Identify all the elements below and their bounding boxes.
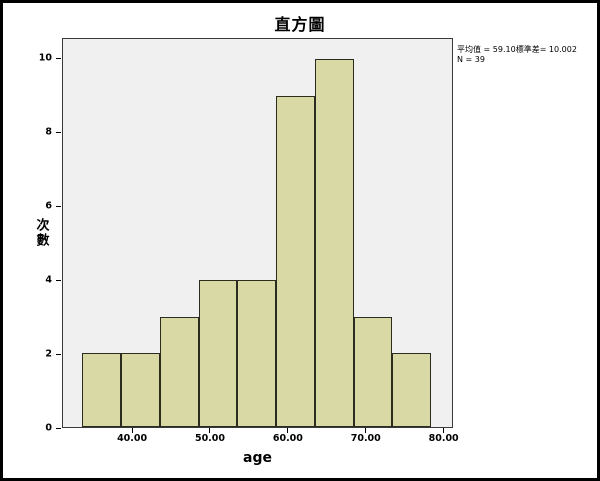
histogram-bar (353, 316, 393, 427)
x-tick-mark (131, 428, 133, 433)
x-tick-label: 70.00 (350, 433, 381, 444)
x-tick-label: 50.00 (194, 433, 226, 444)
y-tick-label: 10 (38, 52, 52, 64)
x-axis: 40.00 50.00 60.00 70.00 80.00 (62, 428, 459, 450)
histogram-bar (392, 353, 432, 427)
y-tick-label: 8 (45, 126, 52, 138)
y-tick-mark (56, 205, 61, 207)
x-tick-label: 60.00 (272, 433, 303, 444)
x-tick-label: 40.00 (117, 433, 148, 444)
y-tick-label: 6 (45, 200, 52, 212)
histogram-bar (276, 96, 315, 427)
y-tick-mark (56, 57, 61, 59)
x-tick-mark (209, 428, 211, 433)
histogram-bar (82, 353, 122, 427)
y-tick-label: 4 (45, 274, 52, 286)
x-tick-label: 80.00 (428, 433, 459, 444)
y-tick-label: 2 (45, 348, 52, 360)
histogram-bar (198, 279, 238, 427)
stats-line-n: N = 39 (457, 55, 485, 64)
stats-annotation: 平均值 = 59.10標準差= 10.002 N = 39 (457, 45, 577, 65)
x-tick-mark (443, 428, 445, 433)
x-tick-mark (287, 428, 289, 433)
plot-area (62, 38, 453, 428)
histogram-bar (121, 353, 160, 427)
histogram-bar (237, 279, 277, 427)
chart-title: 直方圖 (274, 15, 326, 34)
y-tick-mark (56, 279, 61, 281)
y-axis: 0 2 4 6 8 10 (3, 38, 61, 434)
y-axis-label: 次數 (33, 218, 49, 248)
x-tick-mark (365, 428, 367, 433)
y-tick-mark (56, 353, 61, 355)
y-tick-mark (56, 131, 61, 133)
histogram-bar (314, 59, 354, 427)
x-axis-label: age (243, 450, 272, 466)
histogram-bar (159, 316, 199, 427)
y-tick-mark (56, 427, 61, 429)
y-tick-label: 0 (45, 422, 52, 434)
stats-line-mean-sd: 平均值 = 59.10標準差= 10.002 (457, 45, 577, 54)
